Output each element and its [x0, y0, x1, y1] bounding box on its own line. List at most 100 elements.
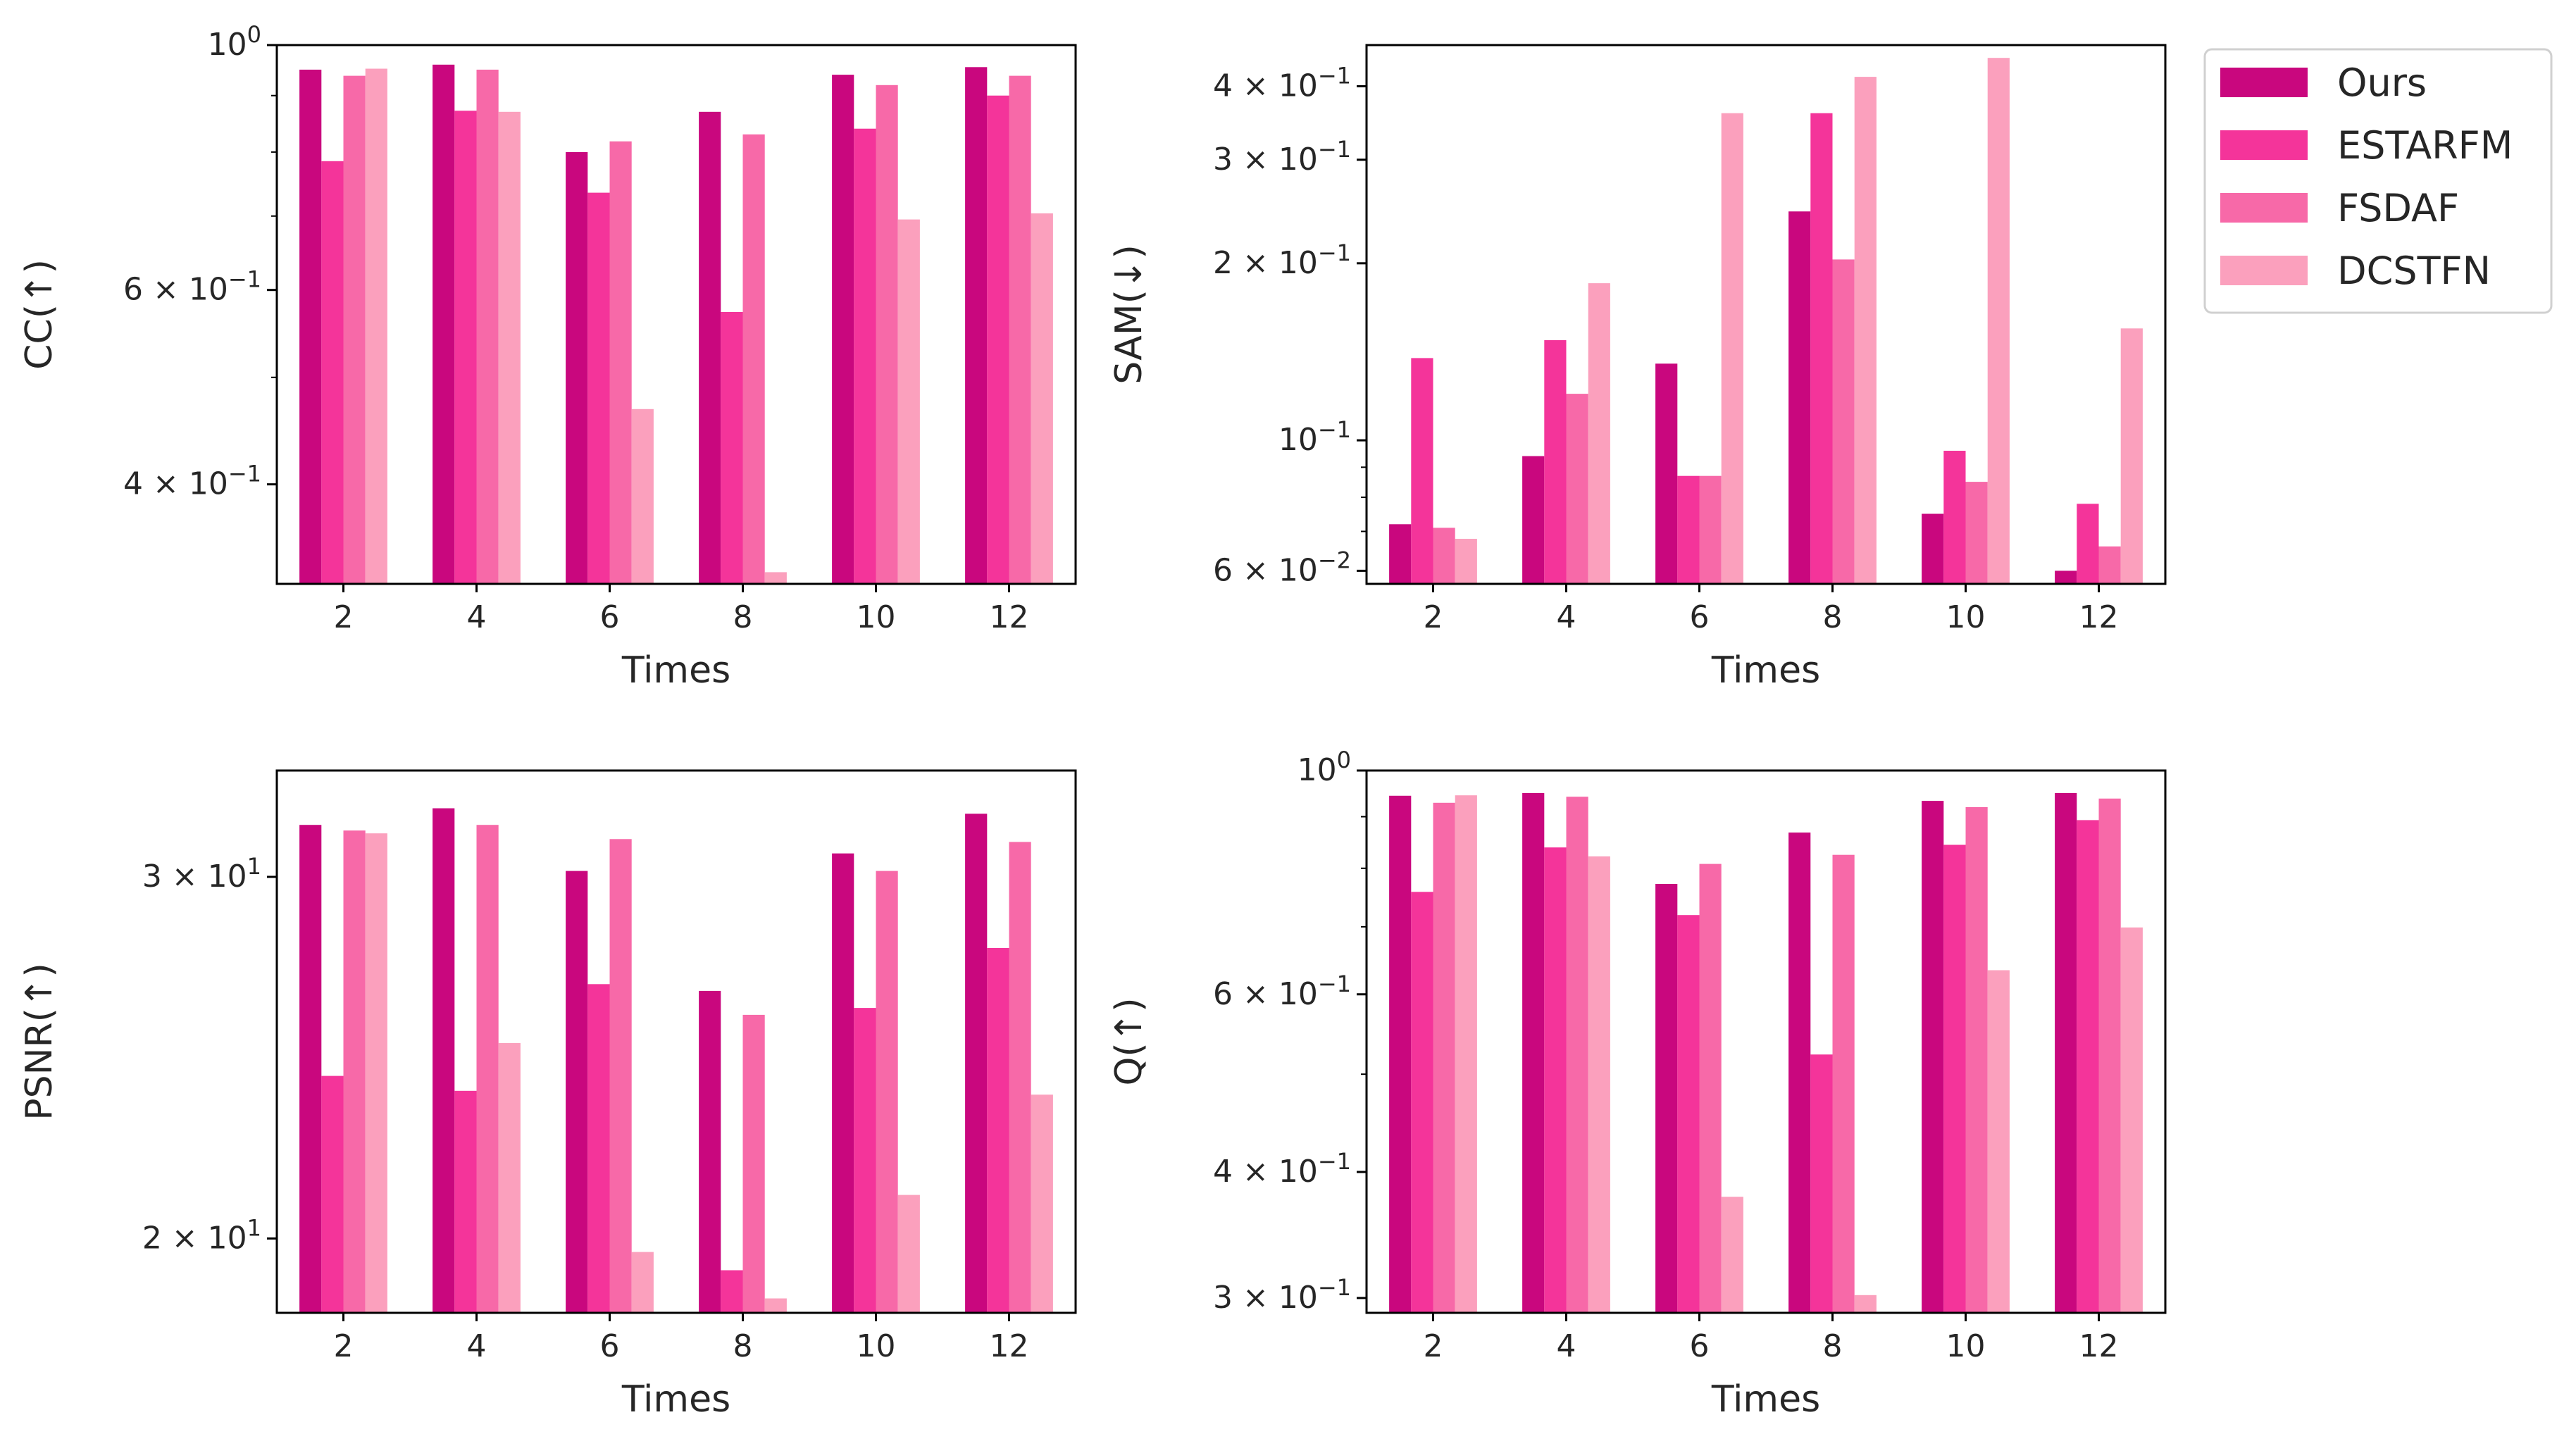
bar-psnr-ours-10: [832, 853, 854, 1313]
bar-q-ours-12: [2055, 792, 2077, 1313]
bar-sam-estarfm-10: [1943, 451, 1966, 584]
legend-label-dcstfn: DCSTFN: [2337, 249, 2491, 293]
legend: Ours ESTARFM FSDAF DCSTFN: [2203, 48, 2553, 314]
bar-cc-ours-6: [566, 151, 588, 584]
bar-q-dcstfn-12: [2120, 927, 2143, 1313]
bar-psnr-fsdaf-8: [742, 1014, 765, 1313]
xtick-label-psnr-2: 2: [334, 1328, 354, 1364]
bar-psnr-ours-2: [299, 825, 322, 1313]
bar-cc-ours-8: [699, 111, 721, 585]
bar-cc-estarfm-4: [454, 111, 477, 584]
bar-psnr-ours-6: [566, 871, 588, 1313]
legend-swatch-estarfm: [2220, 130, 2308, 160]
bar-cc-fsdaf-10: [876, 85, 898, 585]
xtick-label-sam-8: 8: [1823, 599, 1843, 635]
legend-label-fsdaf: FSDAF: [2337, 186, 2459, 230]
bar-sam-ours-2: [1389, 524, 1412, 584]
xtick-label-sam-12: 12: [2079, 599, 2119, 635]
bar-sam-fsdaf-12: [2098, 546, 2121, 584]
bar-psnr-estarfm-6: [587, 984, 610, 1313]
bar-psnr-estarfm-12: [987, 948, 1009, 1313]
axes-frame-cc: [275, 44, 1077, 585]
bar-cc-estarfm-12: [987, 95, 1009, 584]
ylabel-sam: SAM(↓): [1108, 244, 1150, 385]
bar-q-ours-10: [1922, 801, 1944, 1313]
bar-cc-fsdaf-8: [742, 134, 765, 585]
chart-psnr: 2 4 6 8 10 12 3 × 101 2 × 101 Times PSNR(↑): [18, 769, 1077, 1421]
bar-q-fsdaf-2: [1433, 802, 1455, 1313]
axes-frame-psnr: [275, 769, 1077, 1314]
ytick-label-q-2: 4 × 10−1: [1213, 1148, 1351, 1190]
bar-psnr-ours-8: [699, 990, 721, 1313]
bar-q-dcstfn-6: [1721, 1197, 1743, 1313]
bar-sam-dcstfn-6: [1721, 113, 1743, 584]
xtick-label-psnr-6: 6: [600, 1328, 620, 1364]
ytick-label-q-3: 3 × 10−1: [1213, 1274, 1351, 1316]
legend-swatch-ours: [2220, 68, 2308, 97]
bar-cc-dcstfn-4: [498, 111, 521, 585]
xtick-label-sam-4: 4: [1557, 599, 1576, 635]
xtick-label-psnr-8: 8: [733, 1328, 753, 1364]
bar-psnr-ours-12: [965, 813, 988, 1313]
bar-sam-ours-4: [1522, 456, 1545, 584]
bar-q-estarfm-10: [1943, 844, 1966, 1313]
bar-sam-ours-12: [2055, 570, 2077, 584]
xtick-label-q-12: 12: [2079, 1328, 2119, 1364]
bar-psnr-fsdaf-6: [609, 839, 632, 1313]
bar-psnr-estarfm-4: [454, 1090, 477, 1313]
xtick-label-cc-12: 12: [990, 599, 1029, 635]
bar-psnr-fsdaf-10: [876, 871, 898, 1313]
xtick-label-sam-10: 10: [1946, 599, 1986, 635]
xtick-label-q-10: 10: [1946, 1328, 1986, 1364]
xtick-label-cc-8: 8: [733, 599, 753, 635]
bar-cc-ours-2: [299, 69, 322, 584]
xtick-label-sam-2: 2: [1424, 599, 1443, 635]
bar-sam-dcstfn-2: [1455, 539, 1477, 584]
bar-cc-fsdaf-12: [1009, 75, 1031, 585]
bar-cc-dcstfn-10: [897, 219, 920, 585]
xtick-label-q-4: 4: [1557, 1328, 1576, 1364]
bar-q-fsdaf-6: [1699, 863, 1722, 1313]
bar-psnr-dcstfn-2: [365, 833, 387, 1313]
bar-sam-estarfm-6: [1677, 475, 1700, 584]
ytick-label-sam-4: 6 × 10−2: [1213, 547, 1351, 588]
bar-q-estarfm-4: [1544, 847, 1567, 1313]
bar-sam-dcstfn-8: [1854, 77, 1877, 585]
bar-psnr-dcstfn-4: [498, 1042, 521, 1313]
bar-sam-ours-6: [1655, 363, 1678, 584]
ytick-label-sam-0: 4 × 10−1: [1213, 62, 1351, 104]
bar-q-fsdaf-8: [1832, 854, 1855, 1313]
xtick-label-q-6: 6: [1690, 1328, 1710, 1364]
axes-frame-sam: [1365, 44, 2167, 585]
bar-cc-fsdaf-4: [476, 69, 499, 584]
bar-sam-dcstfn-4: [1588, 283, 1610, 584]
chart-cc: 2 4 6 8 10 12 100 6 × 10−1 4 × 10−1 Times CC(↑): [18, 21, 1077, 692]
ytick-label-cc-1: 6 × 10−1: [123, 266, 261, 308]
bar-cc-ours-10: [832, 75, 854, 585]
bar-psnr-dcstfn-12: [1031, 1095, 1053, 1313]
xlabel-q: Times: [1711, 1378, 1820, 1421]
bar-q-fsdaf-10: [1965, 806, 1988, 1313]
bar-q-estarfm-6: [1677, 915, 1700, 1313]
bar-sam-ours-10: [1922, 513, 1944, 584]
bar-q-dcstfn-8: [1854, 1295, 1877, 1313]
legend-frame: [2203, 48, 2553, 314]
bar-psnr-ours-4: [433, 808, 455, 1313]
bar-psnr-dcstfn-6: [631, 1252, 654, 1313]
legend-label-estarfm: ESTARFM: [2337, 123, 2513, 168]
bar-psnr-estarfm-10: [854, 1008, 876, 1313]
bar-q-ours-8: [1788, 832, 1811, 1313]
ytick-label-sam-3: 10−1: [1278, 416, 1351, 458]
xtick-label-q-2: 2: [1424, 1328, 1443, 1364]
ytick-label-sam-2: 2 × 10−1: [1213, 239, 1351, 281]
chart-sam: 2 4 6 8 10 12 4 × 10−1 3 × 10−1 2 × 10−1 10−1 6 × …: [1108, 44, 2167, 692]
bar-q-ours-2: [1389, 795, 1412, 1313]
bar-q-estarfm-12: [2077, 820, 2099, 1313]
bar-cc-estarfm-8: [721, 312, 743, 584]
bar-q-ours-6: [1655, 884, 1678, 1313]
bar-q-dcstfn-4: [1588, 856, 1610, 1313]
ytick-label-psnr-0: 3 × 101: [142, 853, 261, 894]
xtick-label-cc-4: 4: [467, 599, 487, 635]
bar-sam-fsdaf-2: [1433, 528, 1455, 584]
